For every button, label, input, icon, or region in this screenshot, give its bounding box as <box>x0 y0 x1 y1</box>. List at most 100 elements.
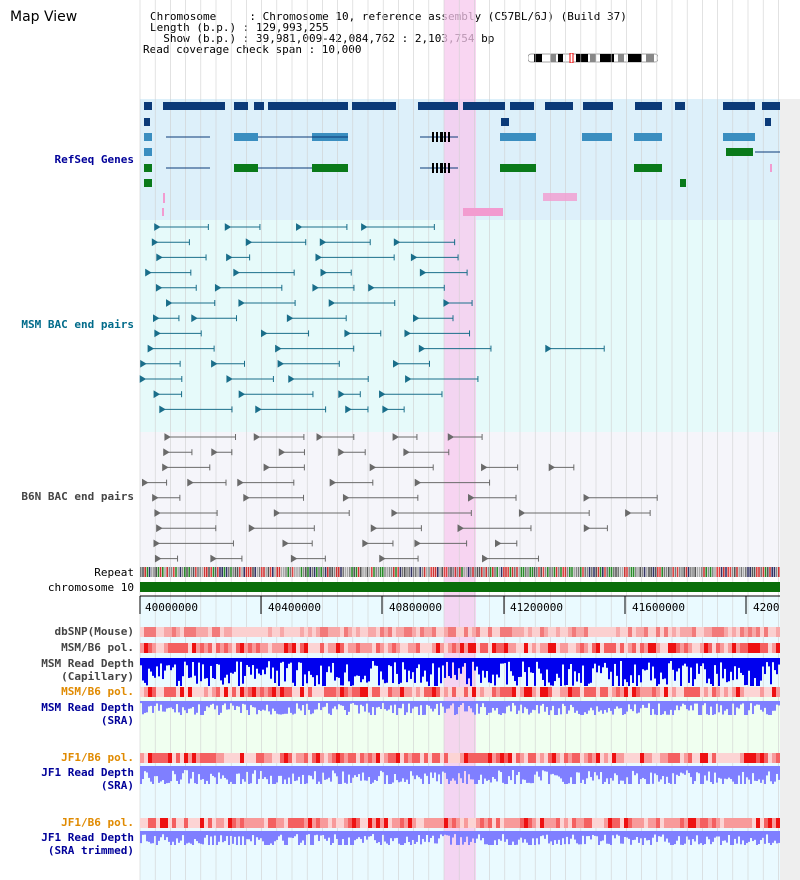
heat-cell <box>236 687 240 697</box>
depth-bar <box>618 766 620 784</box>
track-label-msm-read-depth[interactable]: MSM Read Depth <box>41 657 134 670</box>
msm-bac-pairs[interactable] <box>139 223 605 414</box>
depth-tracks[interactable] <box>140 658 780 845</box>
chromosome-ideogram[interactable] <box>528 53 658 63</box>
depth-bar <box>352 658 354 686</box>
depth-bar <box>140 701 142 704</box>
axis-tick-label: 40400000 <box>268 601 321 614</box>
depth-bar <box>518 658 520 678</box>
heat-cell <box>696 627 700 637</box>
track-label-jf1-b6-pol-trimmed[interactable]: JF1/B6 pol. <box>61 816 134 829</box>
heat-cell <box>628 643 632 653</box>
depth-bar <box>168 658 170 666</box>
depth-bar <box>522 701 524 714</box>
depth-bar <box>702 766 704 784</box>
track-label-jf1-read-depth[interactable]: JF1 Read Depth <box>41 766 134 779</box>
heat-cell <box>656 643 660 653</box>
depth-bar <box>572 831 574 835</box>
track-label-msm-read-depth-sra[interactable]: MSM Read Depth <box>41 701 134 714</box>
depth-bar <box>226 766 228 780</box>
heat-cell <box>728 643 732 653</box>
heat-cell <box>672 753 676 763</box>
depth-bar <box>232 766 234 784</box>
track-label-msm-b6-pol-sra[interactable]: MSM/B6 pol. <box>61 685 134 698</box>
depth-bar <box>532 831 534 839</box>
depth-bar <box>550 831 552 842</box>
b6n-bac-pairs[interactable] <box>141 433 658 563</box>
heat-cell <box>412 753 416 763</box>
track-label-b6n-bac[interactable]: B6N BAC end pairs <box>21 490 134 503</box>
depth-bar <box>774 701 776 711</box>
track-label-jf1-b6-pol[interactable]: JF1/B6 pol. <box>61 751 134 764</box>
heat-cell <box>672 687 676 697</box>
heat-tracks[interactable] <box>140 627 780 828</box>
heat-cell <box>148 627 152 637</box>
heat-cell <box>524 627 528 637</box>
depth-bar <box>710 766 712 783</box>
heat-cell <box>232 643 236 653</box>
track-label-msm-bac[interactable]: MSM BAC end pairs <box>21 318 134 331</box>
depth-bar <box>760 766 762 783</box>
heat-cell <box>344 818 348 828</box>
repeat-track[interactable] <box>140 567 780 577</box>
depth-bar <box>724 766 726 779</box>
depth-bar <box>742 831 744 841</box>
depth-bar <box>390 831 392 839</box>
depth-bar <box>234 766 236 784</box>
track-label-msm-b6-pol[interactable]: MSM/B6 pol. <box>61 641 134 654</box>
depth-bar <box>666 701 668 715</box>
heat-cell <box>684 643 688 653</box>
heat-cell <box>428 818 432 828</box>
depth-bar <box>662 831 664 835</box>
depth-bar <box>156 701 158 704</box>
track-label-refseq[interactable]: RefSeq Genes <box>54 153 134 166</box>
heat-cell <box>660 753 664 763</box>
depth-bar <box>526 766 528 783</box>
vertical-scrollbar[interactable] <box>780 99 800 880</box>
heat-cell <box>504 753 508 763</box>
depth-bar <box>152 831 154 844</box>
depth-bar <box>534 831 536 845</box>
depth-bar <box>346 766 348 784</box>
heat-cell <box>400 627 404 637</box>
heat-cell <box>480 753 484 763</box>
depth-bar <box>674 658 676 681</box>
heat-cell <box>212 818 216 828</box>
depth-bar <box>176 658 178 686</box>
depth-bar <box>578 658 580 674</box>
heat-cell <box>156 818 160 828</box>
heat-cell <box>304 643 308 653</box>
depth-bar <box>220 766 222 779</box>
refseq-genes[interactable] <box>144 102 780 216</box>
depth-bar <box>148 831 150 842</box>
heat-cell <box>604 643 608 653</box>
heat-cell <box>640 627 644 637</box>
depth-bar <box>238 831 240 837</box>
bac-end-marker <box>329 478 337 487</box>
depth-bar <box>744 831 746 845</box>
depth-bar <box>260 831 262 839</box>
depth-bar <box>630 701 632 710</box>
depth-bar <box>728 701 730 715</box>
depth-bar <box>586 766 588 779</box>
heat-cell <box>156 643 160 653</box>
depth-bar <box>504 766 506 784</box>
depth-bar <box>560 658 562 686</box>
heat-cell <box>200 627 204 637</box>
track-label-jf1-read-depth-trimmed[interactable]: JF1 Read Depth <box>41 831 134 844</box>
heat-cell <box>724 627 728 637</box>
depth-bar <box>662 658 664 680</box>
depth-bar <box>562 766 564 782</box>
depth-bar <box>480 831 482 841</box>
depth-bar <box>732 831 734 845</box>
depth-bar <box>778 831 780 843</box>
depth-bar <box>678 701 680 711</box>
depth-bar <box>514 766 516 784</box>
depth-bar <box>252 701 254 708</box>
heat-cell <box>392 643 396 653</box>
heat-cell <box>612 627 616 637</box>
track-label-dbsnp[interactable]: dbSNP(Mouse) <box>54 625 134 638</box>
depth-bar <box>730 766 732 779</box>
heat-cell <box>660 643 664 653</box>
